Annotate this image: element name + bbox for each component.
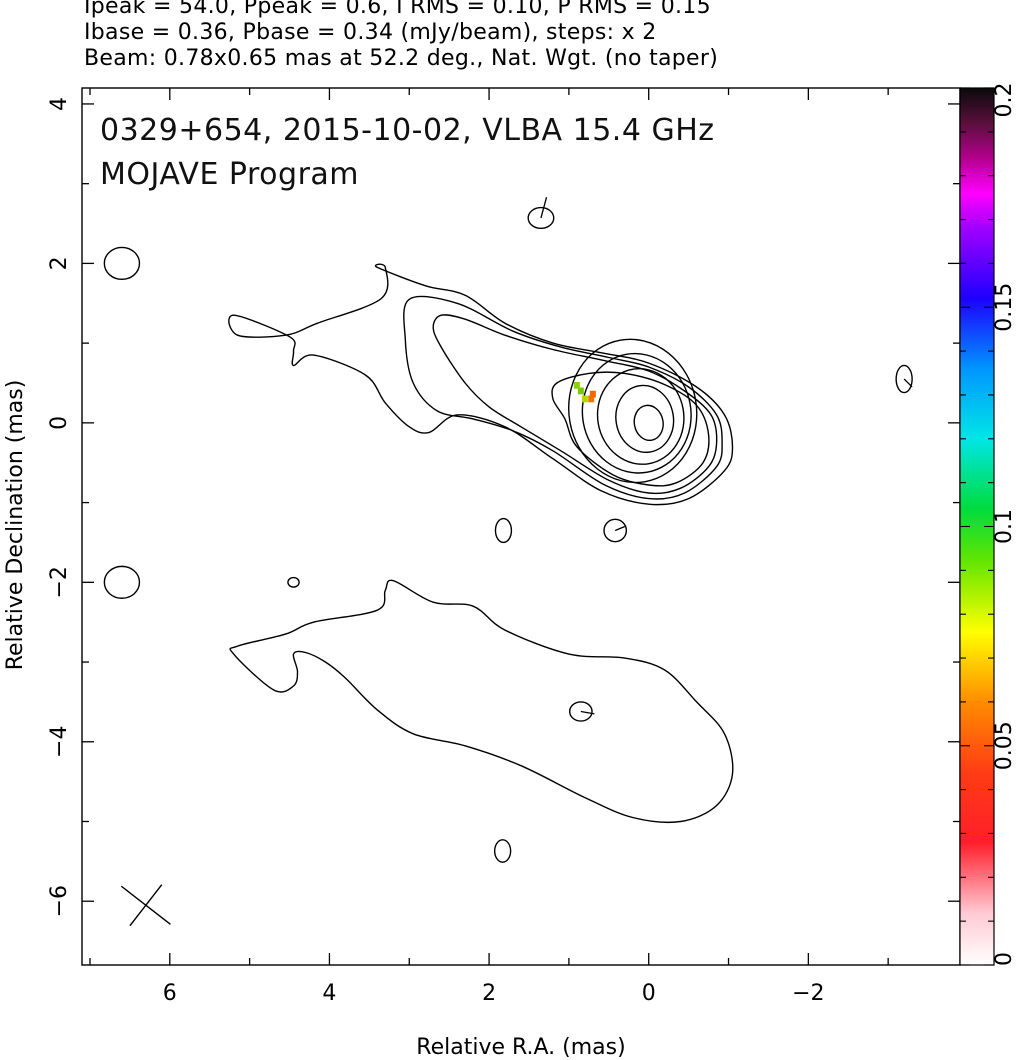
contour-ellipse xyxy=(615,384,675,453)
axis-ticks xyxy=(82,88,960,965)
contour-line xyxy=(551,371,710,487)
x-tick-label: 4 xyxy=(322,981,336,1006)
pol-pixel xyxy=(581,395,588,403)
y-tick-label: 0 xyxy=(47,416,72,430)
y-tick-label: −2 xyxy=(47,566,72,598)
evpa-stick xyxy=(903,378,913,388)
contour-ellipse xyxy=(568,701,593,722)
x-axis-title: Relative R.A. (mas) xyxy=(416,1035,625,1060)
evpa-stick xyxy=(540,197,548,219)
x-tick-label: 2 xyxy=(482,981,496,1006)
contour-ellipse xyxy=(287,576,300,588)
x-tick-labels: 6 4 2 0 −2 xyxy=(163,981,825,1006)
colorbar-tick-label: 0 xyxy=(992,952,1017,966)
contour-ellipse xyxy=(568,338,698,484)
polarization-pixels xyxy=(573,381,596,403)
y-tick-label: −6 xyxy=(47,885,72,917)
pol-pixel xyxy=(588,395,595,403)
y-tick-labels: 4 2 0 −2 −4 −6 xyxy=(47,97,72,917)
y-tick-label: 2 xyxy=(47,256,72,270)
beam-minor-axis xyxy=(129,884,163,927)
pol-pixel xyxy=(577,387,584,395)
x-tick-label: 0 xyxy=(642,981,656,1006)
plot-title: 0329+654, 2015-10-02, VLBA 15.4 GHz xyxy=(100,113,715,148)
header-line-3: Beam: 0.78x0.65 mas at 52.2 deg., Nat. W… xyxy=(84,46,719,71)
contour-ellipse xyxy=(581,352,692,474)
evpa-stick xyxy=(580,710,595,715)
evpa-stick xyxy=(614,525,626,532)
header-line-1: Ipeak = 54.0, Ppeak = 0.6, I RMS = 0.10,… xyxy=(84,0,711,19)
header-line-2: Ibase = 0.36, Pbase = 0.34 (mJy/beam), s… xyxy=(84,20,657,45)
plot-subtitle: MOJAVE Program xyxy=(100,157,359,192)
contour-ellipse xyxy=(895,364,913,394)
colorbar-tick-label: 0.05 xyxy=(992,721,1017,770)
contour-ellipse xyxy=(103,246,141,281)
contour-ellipse xyxy=(633,404,664,442)
contour-ellipse xyxy=(603,518,628,543)
colorbar-tick-labels: 0 0.05 0.1 0.15 0.2 xyxy=(992,83,1017,967)
y-tick-label: −4 xyxy=(47,726,72,758)
contour-ellipse xyxy=(103,565,141,599)
colorbar-ticks xyxy=(960,87,994,966)
colorbar-tick-label: 0.2 xyxy=(992,83,1017,118)
pol-pixel xyxy=(589,390,596,398)
contour-ellipse xyxy=(527,206,555,230)
contours xyxy=(103,197,913,863)
y-tick-label: 4 xyxy=(47,97,72,111)
colorbar-tick-label: 0.1 xyxy=(992,509,1017,544)
contour-line xyxy=(228,263,734,506)
x-tick-label: −2 xyxy=(792,981,824,1006)
contour-line xyxy=(432,314,718,495)
contour-line xyxy=(403,295,723,500)
contour-ellipse xyxy=(494,517,513,544)
colorbar-tick-label: 0.15 xyxy=(992,283,1017,332)
contour-line xyxy=(229,579,734,823)
contour-ellipse xyxy=(596,368,685,465)
x-tick-label: 6 xyxy=(163,981,177,1006)
y-axis-title: Relative Declination (mas) xyxy=(3,380,28,671)
contour-ellipse xyxy=(493,839,512,863)
plot-frame xyxy=(81,87,961,966)
pol-pixel xyxy=(573,381,580,389)
beam-marker xyxy=(120,884,171,927)
